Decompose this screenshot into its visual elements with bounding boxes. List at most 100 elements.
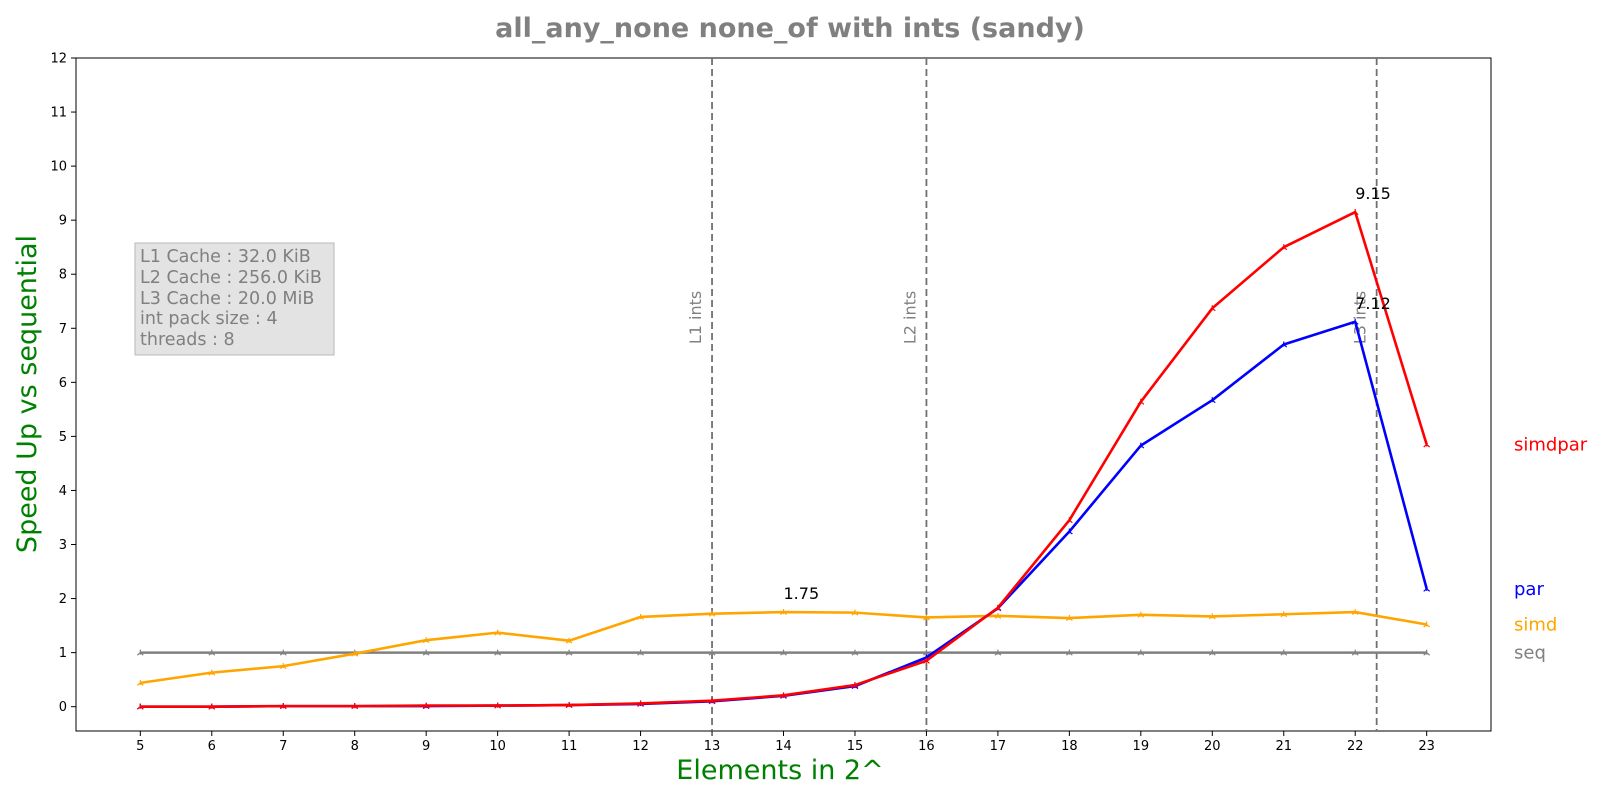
- series-group: [136, 209, 1431, 710]
- y-tick-label: 2: [59, 592, 67, 607]
- data-point: [637, 700, 644, 707]
- data-point: [851, 649, 859, 656]
- data-point: [780, 609, 787, 616]
- data-point: [923, 614, 930, 621]
- data-point: [1065, 517, 1073, 524]
- data-point: [1137, 442, 1145, 449]
- x-tick-label: 18: [1061, 739, 1078, 754]
- data-point: [994, 612, 1002, 619]
- data-point: [1208, 613, 1216, 620]
- data-point: [1208, 397, 1216, 404]
- data-point: [1280, 649, 1288, 656]
- data-point: [1351, 609, 1359, 616]
- series-seq: [136, 649, 1431, 656]
- data-point: [1208, 649, 1216, 656]
- data-point: [494, 629, 502, 636]
- data-point: [994, 604, 1002, 611]
- data-point: [1280, 611, 1288, 618]
- cache-line-label: L3 ints: [1351, 291, 1370, 344]
- data-point: [351, 650, 359, 657]
- data-point: [1351, 318, 1359, 325]
- y-tick-label: 9: [59, 214, 67, 229]
- legend-item-simd: simd: [1514, 615, 1557, 636]
- data-point: [708, 649, 716, 656]
- data-point: [708, 610, 716, 617]
- info-line: L2 Cache : 256.0 KiB: [140, 268, 322, 288]
- data-point: [1065, 649, 1073, 656]
- data-point: [1280, 341, 1288, 348]
- series-simdpar: [136, 209, 1431, 710]
- data-point: [780, 649, 787, 656]
- x-tick-label: 14: [775, 739, 792, 754]
- data-point: [1351, 649, 1359, 656]
- data-point: [637, 649, 644, 656]
- data-point: [1208, 305, 1216, 312]
- data-point: [136, 679, 144, 686]
- data-point: [422, 637, 430, 644]
- x-axis-label: Elements in 2^: [676, 755, 883, 786]
- data-point: [422, 649, 430, 656]
- x-tick-label: 9: [422, 739, 430, 754]
- value-annotation: 1.75: [784, 584, 820, 603]
- data-point: [923, 649, 930, 656]
- data-point: [422, 702, 430, 709]
- data-point: [494, 702, 502, 709]
- info-box-background: [134, 242, 335, 356]
- data-point: [1423, 441, 1431, 448]
- data-point: [351, 703, 359, 710]
- data-point: [208, 649, 216, 656]
- cache-line-label: L2 ints: [900, 291, 919, 344]
- info-line: int pack size : 4: [140, 309, 278, 329]
- y-tick-label: 4: [59, 484, 67, 499]
- y-tick-label: 7: [59, 322, 67, 337]
- data-point: [1351, 209, 1359, 216]
- x-tick-label: 15: [847, 739, 864, 754]
- x-tick-label: 5: [136, 739, 144, 754]
- x-tick-label: 12: [632, 739, 649, 754]
- y-tick-label: 3: [59, 538, 67, 553]
- x-tick-label: 22: [1347, 739, 1364, 754]
- x-tick-label: 11: [561, 739, 578, 754]
- data-point: [923, 657, 930, 664]
- x-axis: 5 6 7 8 9 10 11 12 13 14 15 16 17 18 19 20 21 22 23: [136, 731, 1435, 754]
- data-point: [1280, 244, 1288, 251]
- value-annotation: 7.12: [1355, 294, 1391, 313]
- y-tick-label: 10: [50, 160, 67, 175]
- value-annotation: 9.15: [1355, 184, 1391, 203]
- cache-line-label: L1 ints: [686, 291, 705, 344]
- series-simd: [136, 609, 1431, 686]
- chart-title: all_any_none none_of with ints (sandy): [495, 13, 1085, 44]
- data-point: [565, 637, 573, 644]
- series-line: [140, 320, 1428, 708]
- x-tick-label: 13: [704, 739, 721, 754]
- data-point: [1423, 585, 1431, 592]
- x-tick-label: 23: [1418, 739, 1435, 754]
- data-point: [208, 669, 216, 676]
- y-tick-label: 6: [59, 376, 67, 391]
- y-tick-label: 1: [59, 646, 67, 661]
- data-point: [565, 702, 573, 709]
- x-tick-label: 10: [489, 739, 506, 754]
- x-tick-label: 20: [1204, 739, 1221, 754]
- data-point: [1137, 611, 1145, 618]
- info-line: threads : 8: [140, 330, 235, 350]
- data-point: [1137, 649, 1145, 656]
- data-point: [851, 682, 859, 689]
- data-point: [1423, 649, 1431, 656]
- y-tick-label: 12: [50, 52, 67, 67]
- x-tick-label: 7: [279, 739, 287, 754]
- legend-item-par: par: [1514, 579, 1544, 600]
- x-tick-label: 16: [918, 739, 935, 754]
- data-point: [494, 649, 502, 656]
- cache-lines: L1 ints L2 ints L3 ints: [686, 58, 1378, 731]
- data-point: [136, 703, 144, 710]
- x-tick-label: 17: [990, 739, 1007, 754]
- data-point: [565, 649, 573, 656]
- info-line: L3 Cache : 20.0 MiB: [140, 289, 314, 309]
- data-point: [279, 663, 287, 670]
- data-point: [1137, 398, 1145, 405]
- data-point: [1065, 615, 1073, 621]
- legend-item-simdpar: simdpar: [1514, 435, 1588, 456]
- y-tick-label: 8: [59, 268, 67, 283]
